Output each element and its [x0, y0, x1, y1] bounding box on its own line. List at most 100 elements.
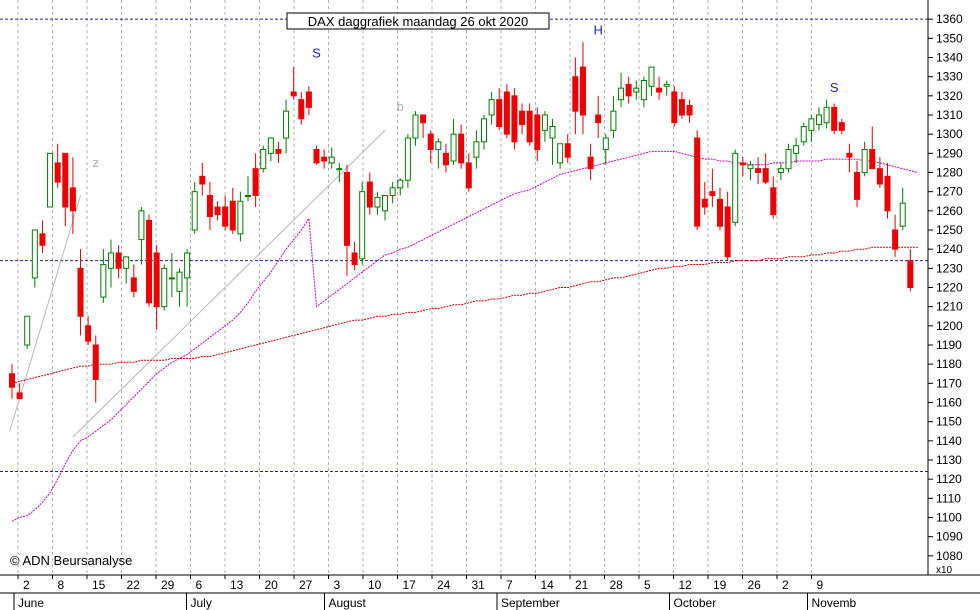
y-tick-label: 1140: [936, 434, 962, 448]
candle: [298, 92, 305, 125]
candle-body: [229, 200, 236, 231]
candle-body: [397, 179, 404, 189]
candle-body: [815, 114, 822, 126]
candle-body: [115, 252, 122, 269]
candle-body: [9, 373, 15, 388]
candle-body: [899, 202, 906, 227]
candle-body: [595, 114, 602, 124]
x-tick-label: 26: [748, 578, 762, 592]
candle-body: [161, 267, 168, 308]
x-tick-label: 14: [541, 578, 555, 592]
candle: [640, 76, 647, 108]
y-tick-label: 1220: [936, 281, 963, 295]
candles: [9, 42, 914, 403]
candle: [717, 187, 723, 230]
candle: [191, 182, 198, 234]
y-tick-label: 1280: [936, 166, 963, 180]
candle-body: [503, 91, 510, 135]
candle: [450, 118, 457, 165]
candle: [100, 249, 107, 303]
y-tick-label: 1340: [936, 51, 963, 65]
y-tick-label: 1360: [936, 12, 963, 26]
x-tick-label: 7: [506, 578, 513, 592]
candle: [9, 364, 15, 399]
candle: [161, 264, 168, 311]
y-tick-label: 1180: [936, 357, 962, 371]
candle-body: [519, 110, 526, 126]
candle: [815, 107, 822, 131]
candle-body: [618, 87, 625, 101]
y-tick-label: 1190: [936, 338, 962, 352]
candle-body: [663, 83, 670, 87]
x-tick-label: 28: [610, 578, 624, 592]
y-tick-label: 1290: [936, 146, 963, 160]
candle: [785, 143, 792, 173]
moving-averages: [11, 150, 919, 522]
candle-body: [374, 196, 381, 208]
x-tick-label: 29: [161, 578, 175, 592]
y-tick-label: 1160: [936, 396, 962, 410]
candle-body: [420, 114, 427, 124]
candle-body: [298, 99, 305, 120]
y-tick-label: 1230: [936, 261, 963, 275]
candle: [557, 143, 564, 169]
candle: [39, 220, 46, 253]
candle-body: [290, 91, 297, 97]
candle-body: [222, 206, 229, 227]
candle-body: [473, 141, 480, 158]
candle: [488, 92, 495, 125]
candle: [777, 162, 784, 181]
candle-body: [747, 164, 754, 170]
y-tick-label: 1170: [936, 376, 962, 390]
candle-body: [602, 137, 609, 150]
candle: [283, 99, 290, 154]
month-label: August: [329, 596, 367, 610]
candle: [16, 383, 23, 400]
candle-body: [564, 143, 571, 158]
candle: [359, 182, 366, 265]
candle: [503, 84, 510, 138]
y-tick-label: 1090: [936, 530, 963, 544]
candle: [54, 143, 61, 188]
candle: [465, 153, 472, 192]
candle: [214, 201, 221, 221]
candle-body: [534, 114, 541, 150]
candle: [549, 118, 556, 165]
candle: [85, 316, 92, 345]
candle-body: [153, 252, 160, 308]
candle-body: [47, 152, 54, 208]
candle-body: [69, 187, 76, 212]
candle-body: [39, 233, 46, 246]
candle: [541, 111, 548, 142]
candle: [199, 162, 206, 196]
candle-body: [191, 191, 198, 231]
candle-body: [846, 152, 853, 158]
candle-body: [260, 149, 267, 170]
candle: [618, 72, 625, 108]
month-label: July: [191, 596, 212, 610]
moving-average-long-line: [11, 246, 918, 384]
candle: [168, 253, 175, 298]
candle-body: [427, 133, 434, 151]
candle: [229, 187, 236, 234]
candle: [572, 57, 579, 135]
candle-body: [252, 168, 259, 197]
candle-body: [656, 87, 663, 93]
candle: [458, 124, 465, 169]
candle: [397, 178, 404, 196]
candle: [374, 191, 381, 215]
candle-body: [77, 267, 84, 317]
trendline: [72, 129, 386, 438]
candle-body: [876, 168, 883, 185]
y-tick-label: 1080: [936, 549, 963, 563]
candle: [138, 207, 145, 265]
candle-body: [123, 256, 130, 269]
annotation-label: S: [312, 46, 321, 61]
candle-body: [861, 149, 868, 173]
candle: [899, 187, 906, 230]
x-tick-label: 22: [127, 578, 141, 592]
candle-body: [366, 181, 373, 208]
candle-body: [549, 126, 556, 139]
x-tick-label: 27: [299, 578, 313, 592]
candle-body: [382, 195, 389, 212]
